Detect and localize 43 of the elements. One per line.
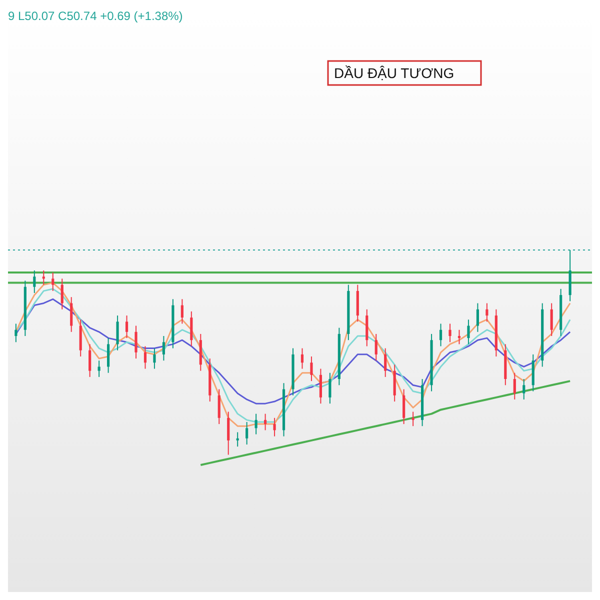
candlestick [522, 378, 526, 400]
text: 9 L50.07 C50.74 +0.69 (+1.38%) [8, 9, 183, 23]
candlestick [458, 329, 461, 345]
candlestick [98, 360, 100, 378]
candlestick [328, 372, 332, 404]
candlestick [310, 356, 313, 382]
candlestick [236, 432, 239, 448]
candlestick [144, 346, 147, 370]
candlestick [319, 368, 322, 404]
candlestick [125, 315, 128, 339]
candlestick [218, 388, 220, 425]
candlestick [162, 336, 165, 362]
candlestick [439, 323, 442, 347]
candlestick [273, 417, 276, 437]
candlestick [134, 325, 138, 360]
candlestick [384, 348, 387, 378]
candlestick [254, 413, 258, 435]
candlestick [153, 348, 156, 370]
candlestick [476, 302, 479, 332]
candlestick [190, 310, 193, 347]
candlestick [513, 372, 516, 400]
candlestick [227, 411, 230, 456]
candlestick [33, 270, 36, 294]
candlestick [402, 388, 406, 425]
candlestick [42, 270, 45, 286]
candlestick [14, 323, 18, 343]
candlestick [264, 413, 267, 431]
candlestick [116, 315, 119, 351]
candlestick [107, 338, 110, 374]
candlestick [52, 272, 54, 292]
candlestick [412, 411, 414, 427]
candlestick [246, 422, 248, 446]
candlestick [60, 278, 64, 310]
candlestick [486, 302, 488, 322]
candlestick [374, 333, 378, 362]
candlestick [448, 323, 452, 343]
candlestick [467, 319, 470, 345]
candlestick [88, 344, 92, 378]
candlestick [180, 298, 184, 324]
candlestick [70, 296, 73, 332]
candlestick [550, 302, 553, 336]
chart-title: DẦU ĐẬU TƯƠNG [334, 65, 454, 81]
candlestick [300, 348, 304, 370]
